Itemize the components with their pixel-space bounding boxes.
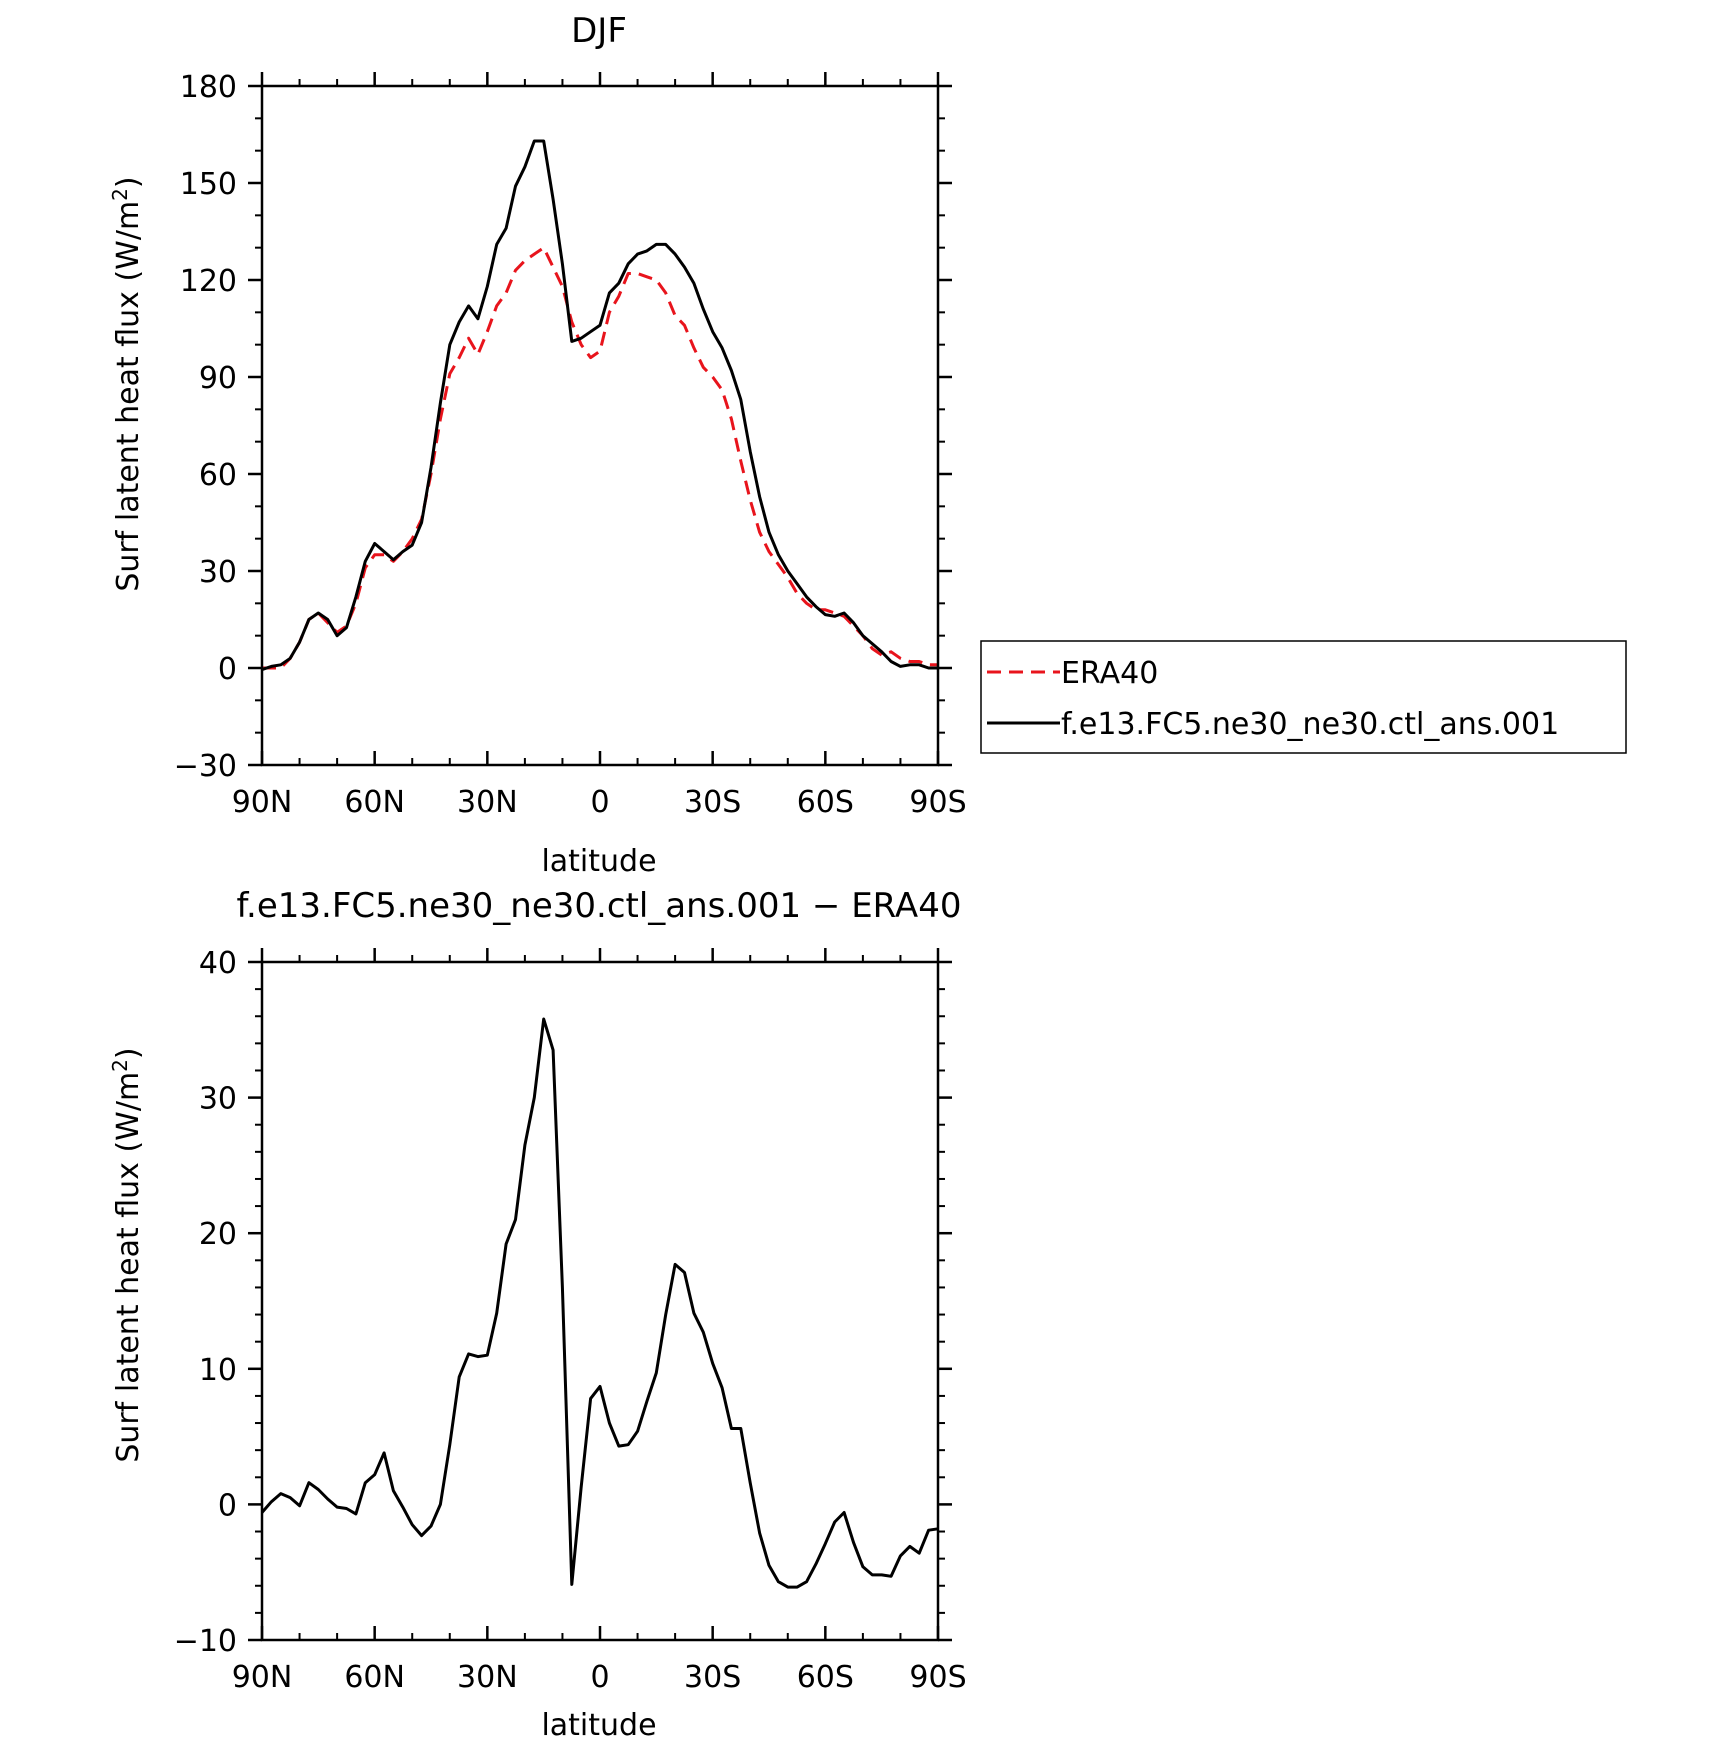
x-tick-label: 30N: [457, 785, 518, 820]
tick-marks: [248, 948, 952, 1642]
series-lines: [260, 1017, 939, 1589]
x-tick-label: 30N: [457, 1660, 518, 1695]
series-lines: [261, 139, 938, 672]
y-axis-title-text: Surf latent heat flux (W/m: [111, 1072, 146, 1463]
y-tick-label: −10: [174, 1624, 237, 1659]
y-tick-labels: −30 0 30 60 90 120 150 180: [174, 70, 237, 784]
legend-box: [980, 640, 1627, 754]
tick-marks: [248, 72, 952, 767]
climatology-panel: DJF latitude Surf latent heat flux (W/m2…: [108, 11, 1627, 879]
x-tick-label: 0: [590, 1660, 609, 1695]
difference-panel: f.e13.FC5.ne30_ne30.ctl_ans.001 − ERA40 …: [108, 886, 967, 1741]
x-tick-label: 30S: [684, 785, 741, 820]
y-axis-title-unit-superscript: 2: [108, 1059, 132, 1072]
x-axis-title: latitude: [541, 1708, 656, 1741]
legend-label-era40: ERA40: [1061, 656, 1158, 691]
y-axis-title: Surf latent heat flux (W/m2): [108, 176, 146, 591]
y-axis-title-unit-superscript: 2: [108, 188, 132, 201]
y-tick-label: 60: [199, 458, 237, 493]
y-tick-label: 10: [199, 1353, 237, 1388]
y-axis-title-unit-close: ): [111, 1047, 146, 1059]
chart-title: f.e13.FC5.ne30_ne30.ctl_ans.001 − ERA40: [237, 886, 962, 926]
x-tick-labels: 90N 60N 30N 0 30S 60S 90S: [232, 1660, 967, 1695]
x-tick-label: 0: [590, 785, 609, 820]
x-tick-labels: 90N 60N 30N 0 30S 60S 90S: [232, 785, 967, 820]
series-line-era40: [262, 246, 938, 670]
x-tick-label: 90S: [909, 785, 966, 820]
x-tick-label: 60S: [797, 1660, 854, 1695]
y-tick-label: 0: [218, 652, 237, 687]
x-tick-label: 90N: [232, 1660, 293, 1695]
y-tick-label: 90: [199, 361, 237, 396]
y-axis-title: Surf latent heat flux (W/m2): [108, 1047, 146, 1462]
y-tick-label: 120: [180, 264, 237, 299]
x-tick-label: 30S: [684, 1660, 741, 1695]
series-line-difference: [260, 1017, 939, 1589]
y-tick-label: −30: [174, 749, 237, 784]
plot-frame: [260, 84, 940, 767]
y-tick-label: 40: [199, 946, 237, 981]
y-tick-label: 30: [199, 1082, 237, 1117]
y-tick-labels: −10 0 10 20 30 40: [174, 946, 237, 1659]
y-tick-label: 30: [199, 555, 237, 590]
y-tick-label: 0: [218, 1488, 237, 1523]
x-tick-label: 90N: [232, 785, 293, 820]
y-axis-title-unit-close: ): [111, 176, 146, 188]
x-tick-label: 90S: [909, 1660, 966, 1695]
y-tick-label: 180: [180, 70, 237, 105]
x-tick-label: 60N: [344, 785, 405, 820]
chart-title: DJF: [571, 11, 627, 51]
plot-frame: [260, 960, 940, 1642]
x-tick-label: 60S: [797, 785, 854, 820]
y-tick-label: 150: [180, 167, 237, 202]
legend: ERA40 f.e13.FC5.ne30_ne30.ctl_ans.001: [980, 640, 1627, 754]
x-axis-title: latitude: [541, 844, 656, 879]
y-tick-label: 20: [199, 1217, 237, 1252]
y-axis-title-text: Surf latent heat flux (W/m: [111, 201, 146, 592]
legend-label-model: f.e13.FC5.ne30_ne30.ctl_ans.001: [1061, 707, 1559, 742]
series-line-f-e13-fc5-ne30-ne30-ctl-ans-001: [261, 139, 938, 672]
x-tick-label: 60N: [344, 1660, 405, 1695]
